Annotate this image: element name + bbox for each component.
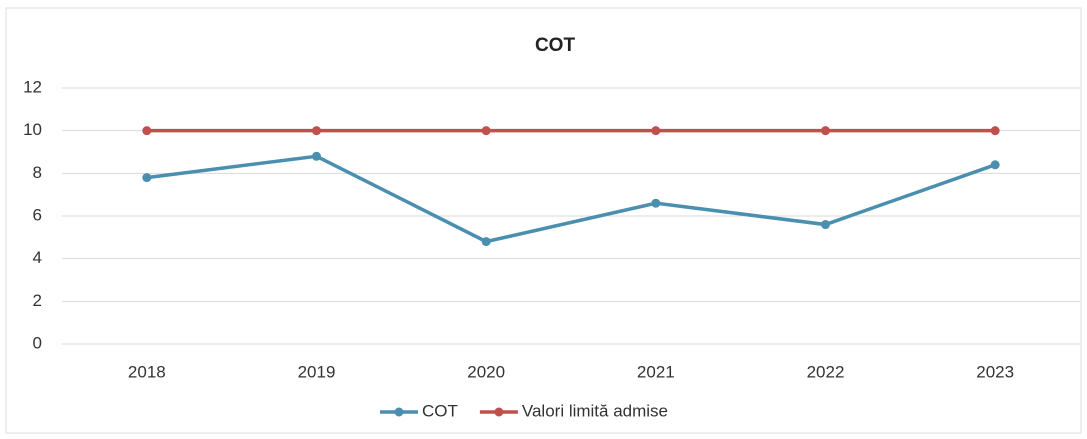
y-tick-label: 8	[33, 163, 42, 182]
y-tick-label: 12	[23, 77, 42, 96]
chart-border	[5, 7, 1082, 434]
data-point	[312, 151, 321, 161]
legend-label: COT	[422, 401, 458, 420]
y-tick-label: 4	[33, 248, 42, 267]
data-point	[990, 126, 1000, 136]
legend-label: Valori limită admise	[522, 401, 668, 420]
data-point	[481, 237, 491, 247]
y-tick-label: 0	[33, 333, 42, 352]
x-tick-label: 2020	[467, 362, 505, 381]
series-line	[146, 154, 996, 244]
y-tick-label: 2	[33, 291, 42, 310]
y-tick-label: 6	[33, 205, 42, 224]
data-point	[312, 126, 321, 136]
legend-marker	[394, 407, 404, 417]
x-tick-label: 2019	[298, 362, 336, 381]
data-point	[821, 126, 830, 136]
data-point	[481, 126, 491, 136]
x-tick-label: 2021	[637, 362, 675, 381]
data-point	[142, 126, 152, 136]
data-point	[651, 126, 661, 136]
data-point	[142, 173, 152, 183]
data-point	[821, 220, 830, 230]
data-point	[651, 198, 661, 208]
chart-title: COT	[535, 35, 576, 56]
data-point	[990, 160, 1000, 170]
x-tick-label: 2023	[976, 362, 1014, 381]
y-tick-label: 10	[23, 120, 42, 139]
x-tick-label: 2018	[128, 362, 166, 381]
legend-marker	[494, 407, 504, 417]
x-tick-label: 2022	[807, 362, 845, 381]
